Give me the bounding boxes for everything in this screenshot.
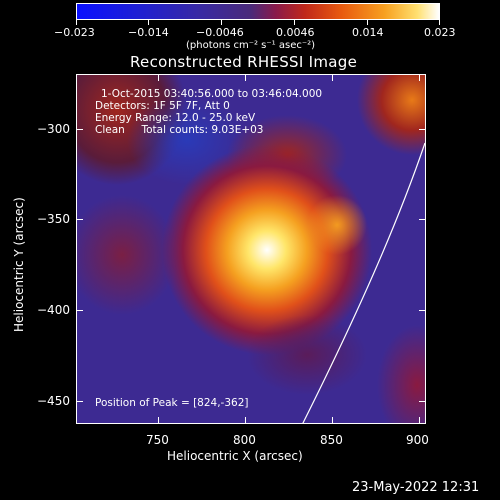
y-tick (77, 310, 83, 311)
x-tick (245, 75, 246, 81)
y-tick (77, 129, 83, 130)
x-tick-label: 800 (233, 433, 256, 447)
colorbar-tick (367, 20, 368, 25)
x-tick (158, 75, 159, 81)
y-tick (419, 129, 425, 130)
image-region (247, 315, 367, 395)
y-tick (419, 310, 425, 311)
info-line: Detectors: 1F 5F 7F, Att 0 (95, 100, 230, 112)
x-tick-label: 900 (406, 433, 429, 447)
rhessi-image: 1-Oct-2015 03:40:56.000 to 03:46:04.000 … (76, 74, 426, 424)
colorbar-label: 0.023 (424, 26, 456, 39)
y-tick-label: −400 (37, 303, 70, 317)
colorbar-label: −0.014 (128, 26, 169, 39)
colorbar-tick (294, 20, 295, 25)
x-tick-label: 850 (320, 433, 343, 447)
y-tick-label: −300 (37, 122, 70, 136)
colorbar-label: 0.0046 (276, 26, 315, 39)
colorbar-tick (148, 20, 149, 25)
timestamp: 23-May-2022 12:31 (352, 480, 480, 495)
colorbar (76, 3, 440, 20)
x-tick (158, 417, 159, 423)
info-line: Clean Total counts: 9.03E+03 (95, 124, 264, 136)
x-tick (332, 417, 333, 423)
colorbar-tick (439, 20, 440, 25)
image-region (77, 195, 177, 315)
info-line: 1-Oct-2015 03:40:56.000 to 03:46:04.000 (101, 88, 323, 100)
plot-title: Reconstructed RHESSI Image (130, 53, 358, 71)
solar-limb (302, 142, 425, 423)
y-tick (419, 219, 425, 220)
colorbar-label: −0.0046 (196, 26, 244, 39)
x-tick (332, 75, 333, 81)
y-tick (77, 401, 83, 402)
x-tick (245, 417, 246, 423)
peak-position: Position of Peak = [824,-362] (95, 397, 249, 409)
y-axis-label: Heliocentric Y (arcsec) (12, 197, 26, 332)
y-tick-label: −350 (37, 212, 70, 226)
y-tick (419, 401, 425, 402)
x-tick (419, 417, 420, 423)
colorbar-label: 0.014 (352, 26, 384, 39)
colorbar-label: −0.023 (54, 26, 95, 39)
y-tick (77, 219, 83, 220)
colorbar-tick (76, 20, 77, 25)
info-line: Energy Range: 12.0 - 25.0 keV (95, 112, 256, 124)
x-tick (419, 75, 420, 81)
colorbar-units: (photons cm⁻² s⁻¹ asec⁻²) (186, 40, 316, 51)
colorbar-tick (221, 20, 222, 25)
x-tick-label: 750 (146, 433, 169, 447)
y-tick-label: −450 (37, 394, 70, 408)
image-region (307, 195, 367, 255)
x-axis-label: Heliocentric X (arcsec) (167, 449, 303, 463)
